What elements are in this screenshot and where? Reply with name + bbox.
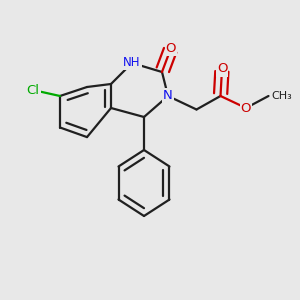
Text: O: O	[241, 101, 251, 115]
Text: CH₃: CH₃	[272, 91, 292, 101]
Text: N: N	[163, 89, 173, 103]
Text: Cl: Cl	[26, 83, 40, 97]
Text: NH: NH	[123, 56, 141, 70]
Text: O: O	[166, 41, 176, 55]
Text: O: O	[217, 62, 227, 76]
